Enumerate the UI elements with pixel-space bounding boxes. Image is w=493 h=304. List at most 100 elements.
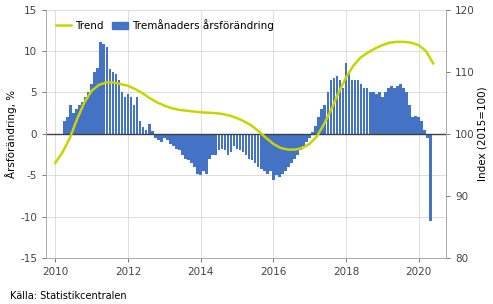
Bar	[242, 134, 245, 152]
Bar	[160, 134, 163, 142]
Bar	[239, 134, 242, 150]
Bar	[245, 134, 247, 154]
Bar	[299, 134, 302, 150]
Bar	[203, 134, 205, 171]
Bar	[290, 134, 293, 163]
Bar	[69, 105, 72, 134]
Bar	[363, 88, 365, 134]
Bar	[278, 134, 281, 177]
Bar	[178, 134, 181, 150]
Bar	[139, 121, 141, 134]
Bar	[372, 92, 375, 134]
Bar	[375, 94, 378, 134]
Bar	[315, 126, 317, 134]
Bar	[396, 86, 399, 134]
Bar	[384, 92, 387, 134]
Bar	[393, 88, 396, 134]
Bar	[426, 134, 429, 138]
Bar	[408, 105, 411, 134]
Bar	[387, 88, 389, 134]
Bar	[357, 80, 359, 134]
Bar	[230, 134, 232, 152]
Bar	[100, 42, 102, 134]
Bar	[224, 134, 226, 150]
Bar	[206, 134, 208, 174]
Bar	[248, 134, 250, 159]
Bar	[399, 84, 402, 134]
Bar	[196, 134, 199, 174]
Bar	[236, 134, 238, 149]
Bar	[154, 134, 157, 138]
Bar	[124, 97, 126, 134]
Bar	[326, 92, 329, 134]
Bar	[90, 84, 93, 134]
Bar	[233, 134, 235, 146]
Bar	[66, 117, 69, 134]
Bar	[266, 134, 269, 174]
Bar	[423, 130, 426, 134]
Bar	[366, 88, 368, 134]
Bar	[87, 92, 90, 134]
Bar	[312, 132, 314, 134]
Bar	[118, 80, 120, 134]
Bar	[81, 102, 84, 134]
Bar	[329, 80, 332, 134]
Bar	[342, 88, 344, 134]
Bar	[133, 105, 136, 134]
Bar	[190, 134, 193, 163]
Bar	[308, 134, 311, 138]
Bar	[209, 134, 211, 159]
Bar	[281, 134, 283, 174]
Bar	[284, 134, 287, 171]
Bar	[220, 134, 223, 149]
Bar	[411, 117, 414, 134]
Bar	[263, 134, 266, 171]
Bar	[421, 121, 423, 134]
Bar	[405, 92, 408, 134]
Bar	[269, 134, 272, 171]
Y-axis label: Index (2015=100): Index (2015=100)	[477, 87, 488, 181]
Bar	[72, 113, 75, 134]
Bar	[114, 74, 117, 134]
Bar	[354, 80, 356, 134]
Bar	[251, 134, 253, 161]
Bar	[78, 105, 81, 134]
Bar	[63, 121, 66, 134]
Bar	[305, 134, 308, 142]
Bar	[390, 86, 393, 134]
Bar	[257, 134, 259, 167]
Bar	[148, 124, 150, 134]
Bar	[121, 92, 123, 134]
Bar	[97, 67, 99, 134]
Bar	[181, 134, 184, 154]
Bar	[369, 92, 372, 134]
Bar	[108, 69, 111, 134]
Bar	[333, 78, 335, 134]
Bar	[193, 134, 196, 167]
Bar	[293, 134, 296, 159]
Bar	[75, 109, 78, 134]
Bar	[111, 72, 114, 134]
Bar	[157, 134, 160, 140]
Bar	[142, 127, 144, 134]
Text: Källa: Statistikcentralen: Källa: Statistikcentralen	[10, 291, 127, 301]
Bar	[199, 134, 202, 175]
Bar	[287, 134, 290, 167]
Bar	[302, 134, 305, 146]
Bar	[429, 134, 432, 221]
Bar	[320, 109, 323, 134]
Bar	[166, 134, 169, 140]
Bar	[163, 134, 166, 138]
Bar	[84, 97, 87, 134]
Bar	[217, 134, 220, 150]
Bar	[130, 97, 132, 134]
Bar	[336, 76, 338, 134]
Bar	[136, 97, 139, 134]
Bar	[345, 64, 347, 134]
Bar	[339, 80, 341, 134]
Bar	[103, 44, 105, 134]
Bar	[418, 117, 420, 134]
Bar	[402, 88, 405, 134]
Bar	[184, 134, 187, 159]
Bar	[169, 134, 172, 144]
